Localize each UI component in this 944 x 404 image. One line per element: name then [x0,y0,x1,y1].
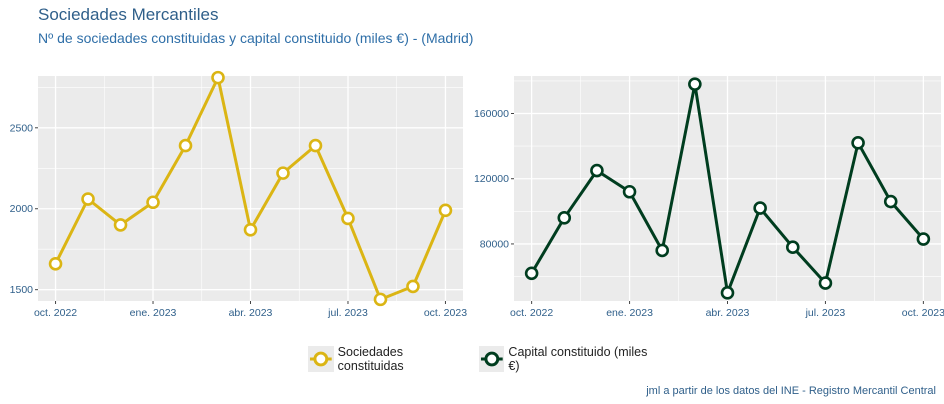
capital-data-point [688,77,702,91]
sociedades-ytick-label: 2000 [10,203,34,215]
legend-item-capital: Capital constituido (miles €) [478,345,660,373]
capital-data-point [818,276,833,290]
sociedades-data-point [81,192,95,206]
sociedades-xtick-label: oct. 2023 [424,307,467,319]
capital-data-point [655,243,670,258]
capital-xtick-label: oct. 2023 [902,307,944,319]
capital-ytick-label: 120000 [474,173,509,185]
capital-data-point [785,240,800,254]
sociedades-ytick-label: 1500 [10,284,34,296]
capital-data-point [916,232,931,246]
capital-data-point [590,163,604,178]
sociedades-data-point [406,279,420,294]
capital-ytick-label: 80000 [480,238,509,250]
capital-chart: 80000 120000 160000 oct. 2022 ene. 2023 abr. … [474,76,944,319]
sociedades-data-point [243,222,258,237]
sociedades-data-point [178,138,193,153]
sociedades-ytick-label: 2500 [10,122,34,134]
sociedades-xtick-label: jul. 2023 [327,307,368,319]
sociedades-xtick-label: oct. 2022 [34,307,77,319]
source-caption: jml a partir de los datos del INE - Regi… [646,385,936,397]
sociedades-xtick-label: abr. 2023 [229,307,273,319]
legend-key-capital [478,346,505,372]
sociedades-data-point [438,203,453,218]
sociedades-data-point [308,138,323,153]
capital-xtick-label: ene. 2023 [606,307,653,319]
legend-label-capital: Capital constituido (miles €) [508,345,648,373]
capital-data-point [851,136,865,150]
capital-ytick-label: 160000 [474,108,509,120]
capital-data-point [720,286,735,300]
capital-data-point [557,211,572,225]
legend-item-sociedades: Sociedades constituidas [308,345,471,373]
sociedades-xtick-label: ene. 2023 [130,307,177,319]
sociedades-data-point [113,218,128,232]
sociedades-chart: 1500 2000 2500 oct. 2022 ene. 2023 abr. 2023 j… [10,70,467,319]
capital-data-point [622,184,637,199]
chart-title: Sociedades Mercantiles [38,5,219,24]
sociedades-data-point [146,195,160,210]
capital-data-point [524,266,539,281]
capital-data-point [883,194,898,209]
sociedades-data-point [373,292,388,307]
legend: Sociedades constituidas Capital constitu… [308,345,668,373]
sociedades-data-point [211,70,225,85]
capital-xtick-label: oct. 2022 [510,307,553,319]
chart-subtitle: Nº de sociedades constituidas y capital … [38,30,474,46]
legend-label-sociedades: Sociedades constituidas [337,345,404,373]
sociedades-data-point [341,211,355,226]
sociedades-data-point [276,166,290,180]
capital-xtick-label: abr. 2023 [706,307,750,319]
legend-key-sociedades [308,346,334,372]
capital-data-point [753,201,767,215]
capital-xtick-label: jul. 2023 [805,307,846,319]
sociedades-data-point [48,256,63,271]
